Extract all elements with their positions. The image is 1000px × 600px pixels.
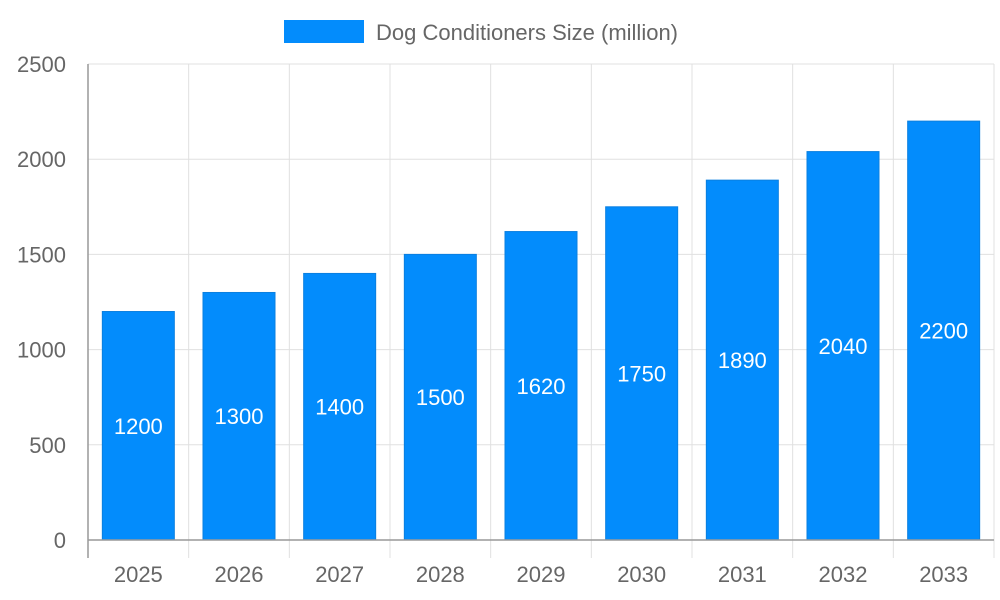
x-tick-label: 2027: [315, 562, 364, 587]
bar-value-label: 2200: [919, 319, 968, 344]
grid: [87, 63, 995, 558]
y-tick-label: 0: [54, 528, 66, 553]
bar-value-label: 1500: [416, 385, 465, 410]
bar-2030[interactable]: [605, 206, 679, 541]
legend[interactable]: Dog Conditioners Size (million): [284, 20, 678, 45]
y-tick-label: 1000: [17, 338, 66, 363]
bar-2033[interactable]: [907, 120, 981, 541]
y-tick-label: 2500: [17, 52, 66, 77]
bar-2029[interactable]: [504, 231, 578, 541]
bar-value-label: 1750: [617, 361, 666, 386]
bar-value-label: 2040: [819, 334, 868, 359]
y-tick-label: 500: [29, 433, 66, 458]
x-tick-label: 2031: [718, 562, 767, 587]
legend-label: Dog Conditioners Size (million): [376, 20, 678, 45]
bar-value-label: 1620: [517, 374, 566, 399]
x-tick-label: 2029: [517, 562, 566, 587]
legend-swatch: [284, 20, 364, 43]
x-tick-label: 2026: [215, 562, 264, 587]
bar-2025[interactable]: [101, 311, 175, 541]
axes: 0 500 1000 1500 2000 2500 2025 2026 2027 2028 2029…: [17, 52, 994, 587]
x-tick-label: 2033: [919, 562, 968, 587]
x-tick-label: 2025: [114, 562, 163, 587]
bar-2031[interactable]: [705, 179, 779, 541]
bar-value-label: 1200: [114, 414, 163, 439]
y-tick-label: 1500: [17, 242, 66, 267]
y-tick-label: 2000: [17, 147, 66, 172]
x-tick-label: 2030: [617, 562, 666, 587]
bar-2028[interactable]: [403, 253, 477, 541]
bars: 1200 1300 1400 1500 1620 1750 1890 2040 2200: [101, 120, 981, 541]
bar-value-label: 1890: [718, 348, 767, 373]
x-tick-label: 2032: [819, 562, 868, 587]
bar-value-label: 1400: [315, 395, 364, 420]
bar-value-label: 1300: [215, 404, 264, 429]
x-tick-label: 2028: [416, 562, 465, 587]
